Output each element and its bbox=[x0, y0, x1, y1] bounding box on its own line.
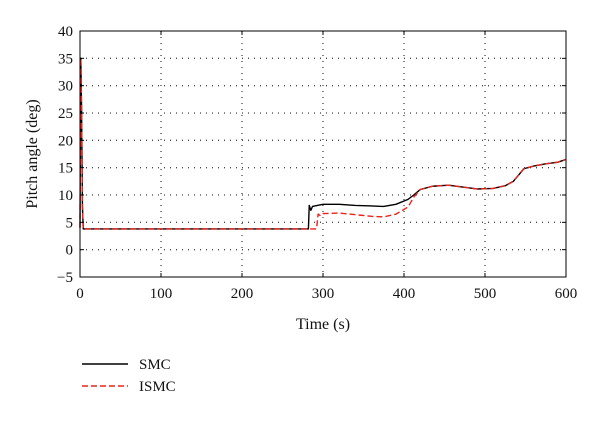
y-tick-label: 20 bbox=[58, 133, 73, 149]
y-tick-label: 10 bbox=[58, 188, 73, 204]
x-tick-label: 0 bbox=[76, 286, 84, 302]
x-axis-label: Time (s) bbox=[296, 316, 350, 333]
legend-label-smc: SMC bbox=[139, 357, 171, 373]
x-tick-label: 300 bbox=[312, 286, 335, 302]
y-tick-label: −5 bbox=[57, 270, 73, 286]
data-series bbox=[79, 57, 567, 230]
grid-lines bbox=[80, 31, 566, 277]
x-tick-label: 200 bbox=[231, 286, 254, 302]
x-tick-label: 600 bbox=[555, 286, 578, 302]
y-tick-label: 5 bbox=[66, 215, 74, 231]
series-line-smc bbox=[79, 57, 567, 230]
x-tick-label: 100 bbox=[150, 286, 173, 302]
y-tick-label: 0 bbox=[66, 243, 74, 259]
legend-label-ismc: ISMC bbox=[139, 379, 176, 395]
y-tick-label: 25 bbox=[58, 106, 73, 122]
y-tick-label: 15 bbox=[58, 161, 73, 177]
x-tick-label: 500 bbox=[474, 286, 497, 302]
y-tick-label: 35 bbox=[58, 51, 73, 67]
y-axis-label: Pitch angle (deg) bbox=[24, 99, 41, 208]
x-tick-label: 400 bbox=[393, 286, 416, 302]
legend: SMC ISMC bbox=[82, 357, 176, 395]
y-tick-label: 40 bbox=[58, 24, 73, 40]
series-line-ismc bbox=[79, 57, 567, 230]
y-tick-label: 30 bbox=[58, 79, 73, 95]
